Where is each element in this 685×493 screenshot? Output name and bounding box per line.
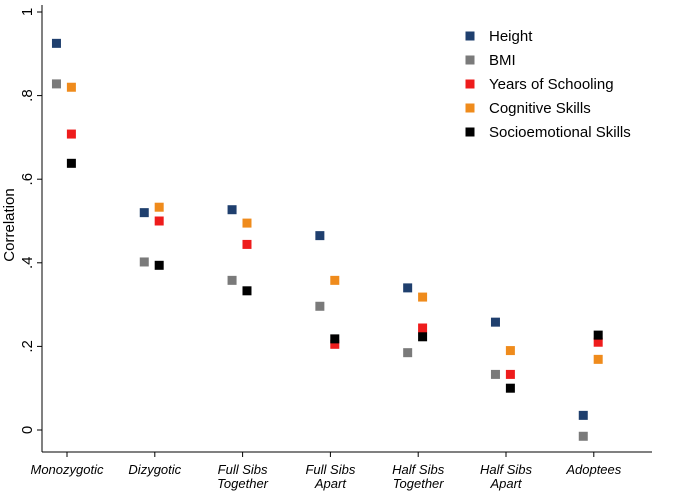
x-category-label: Full Sibs <box>305 462 355 477</box>
data-point <box>593 337 603 347</box>
data-point <box>139 257 149 267</box>
data-point <box>505 346 515 356</box>
legend-swatch <box>465 31 475 41</box>
legend-swatch <box>465 103 475 113</box>
data-point <box>242 286 252 296</box>
data-point <box>66 158 76 168</box>
data-point <box>578 431 588 441</box>
data-point <box>418 292 428 302</box>
data-point <box>154 216 164 226</box>
legend-swatch <box>465 55 475 65</box>
series-bmi <box>51 79 588 441</box>
legend-swatch <box>465 79 475 89</box>
data-point <box>593 354 603 364</box>
data-point <box>227 275 237 285</box>
data-point <box>242 218 252 228</box>
data-point <box>315 231 325 241</box>
legend-label: Years of Schooling <box>489 76 614 93</box>
y-tick-label: 0 <box>19 426 36 434</box>
legend-label: Height <box>489 28 533 45</box>
data-point <box>227 205 237 215</box>
x-category-label: Apart <box>489 476 522 491</box>
data-point <box>66 82 76 92</box>
data-point <box>578 410 588 420</box>
data-point <box>505 369 515 379</box>
data-point <box>242 239 252 249</box>
data-point <box>593 330 603 340</box>
series-years-of-schooling <box>66 129 603 379</box>
x-category-label: Half Sibs <box>392 462 445 477</box>
x-category-label: Dizygotic <box>128 462 181 477</box>
x-category-label: Monozygotic <box>31 462 104 477</box>
data-point <box>490 317 500 327</box>
y-tick-label: 1 <box>19 8 36 16</box>
data-point <box>403 283 413 293</box>
y-tick-label: .8 <box>19 89 36 102</box>
data-point <box>330 339 340 349</box>
data-marks <box>51 38 603 441</box>
y-tick-label: .6 <box>19 173 36 186</box>
data-point <box>403 348 413 358</box>
y-tick-label: .4 <box>19 257 36 270</box>
x-category-label: Half Sibs <box>480 462 533 477</box>
x-category-label: Together <box>217 476 269 491</box>
data-point <box>418 332 428 342</box>
data-point <box>330 334 340 344</box>
data-point <box>315 301 325 311</box>
series-cognitive-skills <box>66 82 603 364</box>
legend-label: BMI <box>489 52 516 69</box>
y-axis-title: Correlation <box>1 188 18 261</box>
data-point <box>51 79 61 89</box>
legend-label: Cognitive Skills <box>489 100 591 117</box>
data-point <box>66 129 76 139</box>
x-category-label: Apart <box>314 476 347 491</box>
data-point <box>505 383 515 393</box>
data-point <box>490 369 500 379</box>
data-point <box>418 323 428 333</box>
data-point <box>51 38 61 48</box>
data-point <box>139 208 149 218</box>
x-category-label: Full Sibs <box>218 462 268 477</box>
x-category-label: Together <box>393 476 445 491</box>
legend: Height BMI Years of Schooling Cognitive Ski… <box>465 28 631 141</box>
data-point <box>154 202 164 212</box>
x-category-label: Adoptees <box>565 462 621 477</box>
series-socioemotional-skills <box>66 158 603 393</box>
legend-label: Socioemotional Skills <box>489 124 631 141</box>
legend-swatch <box>465 127 475 137</box>
data-point <box>154 260 164 270</box>
data-point <box>330 275 340 285</box>
y-tick-label: .2 <box>19 340 36 353</box>
series-height <box>51 38 588 420</box>
